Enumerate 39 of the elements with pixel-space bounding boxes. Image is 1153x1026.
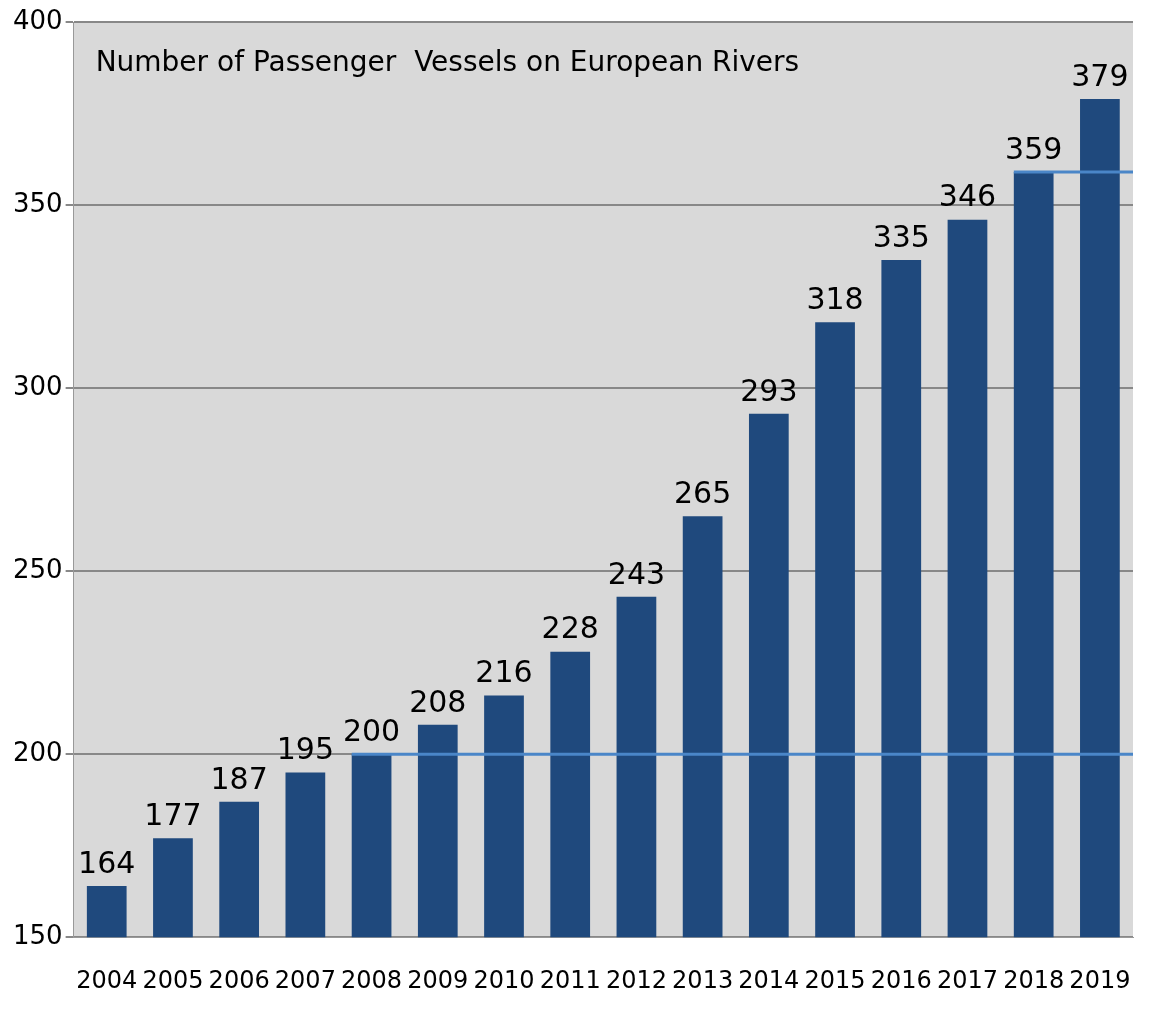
- data-label: 346: [938, 178, 997, 214]
- y-tick-label: 400: [12, 4, 63, 35]
- y-tick-label: 350: [12, 187, 63, 218]
- data-label: 359: [1005, 130, 1063, 166]
- x-tick-label: 2012: [605, 965, 667, 994]
- x-tick-label: 2010: [473, 965, 535, 994]
- text: Number of Passenger Vessels on European Rivers: [95, 45, 800, 79]
- x-tick-label: 2007: [274, 965, 336, 994]
- data-label: 208: [409, 683, 467, 719]
- x-tick-label: 2016: [870, 965, 932, 994]
- data-label: 243: [607, 555, 666, 591]
- data-label: 200: [342, 712, 401, 748]
- x-tick-label: 2004: [76, 965, 138, 994]
- x-tick-label: 2006: [208, 965, 270, 994]
- x-tick-label: 2017: [936, 965, 999, 994]
- data-label: 265: [674, 475, 732, 510]
- x-tick-label: 2014: [738, 965, 800, 994]
- x-tick-label: 2011: [539, 965, 601, 994]
- data-label: 187: [210, 760, 268, 796]
- data-label: 228: [541, 610, 599, 646]
- data-label: 379: [1071, 57, 1129, 93]
- data-label: 293: [740, 372, 798, 408]
- data-label: 177: [144, 797, 202, 833]
- x-tick-label: 2015: [804, 965, 866, 994]
- y-tick-label: 200: [12, 736, 63, 767]
- y-tick-label: 150: [12, 919, 63, 950]
- x-tick-label: 2008: [341, 965, 403, 994]
- data-label: 318: [806, 280, 864, 316]
- y-tick-label: 300: [12, 370, 63, 401]
- x-tick-label: 2009: [407, 965, 469, 994]
- x-tick-label: 2019: [1069, 965, 1131, 994]
- y-tick-label: 250: [12, 553, 63, 584]
- data-label: 164: [78, 844, 136, 880]
- x-tick-label: 2005: [142, 965, 204, 994]
- data-label: 335: [872, 218, 930, 254]
- x-tick-label: 2013: [672, 965, 734, 994]
- x-tick-label: 2018: [1003, 965, 1065, 994]
- data-label: 195: [276, 731, 334, 767]
- data-label: 216: [475, 654, 533, 690]
